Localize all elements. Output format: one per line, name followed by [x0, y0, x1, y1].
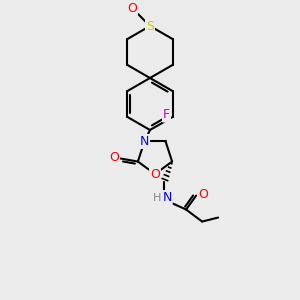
Text: O: O	[109, 151, 119, 164]
Text: N: N	[140, 135, 149, 148]
Text: H: H	[153, 193, 161, 202]
Text: O: O	[198, 188, 208, 201]
Text: S: S	[146, 20, 154, 32]
Text: N: N	[162, 191, 172, 204]
Text: F: F	[163, 109, 170, 122]
Text: O: O	[150, 169, 160, 182]
Text: O: O	[127, 2, 137, 16]
